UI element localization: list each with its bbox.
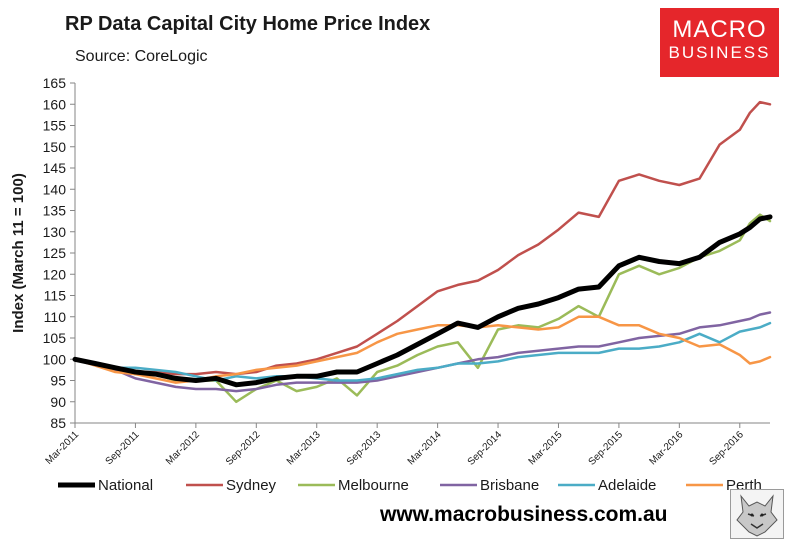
x-tick-label: Mar-2013 <box>285 429 323 467</box>
y-tick-label: 155 <box>43 118 67 134</box>
y-tick-label: 135 <box>43 203 67 219</box>
legend-label: Adelaide <box>598 477 656 494</box>
y-tick-label: 110 <box>44 309 67 325</box>
x-tick-label: Mar-2015 <box>527 429 565 467</box>
website-url[interactable]: www.macrobusiness.com.au <box>380 503 668 526</box>
x-tick-label: Sep-2011 <box>104 429 142 467</box>
series-line-adelaide <box>73 321 772 382</box>
chart-title: RP Data Capital City Home Price Index <box>65 13 431 35</box>
x-tick-label: Sep-2015 <box>587 429 626 468</box>
legend-item-sydney: Sydney <box>186 477 277 494</box>
x-tick-label: Sep-2014 <box>466 429 505 468</box>
y-tick-label: 160 <box>43 96 67 112</box>
series-line-national <box>72 214 773 388</box>
macrobusiness-logo: MACRO BUSINESS <box>660 8 779 77</box>
y-tick-label: 145 <box>43 160 67 176</box>
y-tick-label: 105 <box>43 330 67 346</box>
x-tick-label: Mar-2016 <box>647 429 685 467</box>
legend-label: Sydney <box>226 477 277 494</box>
series-line-sydney <box>73 100 772 376</box>
y-tick-label: 115 <box>44 288 67 304</box>
chart-subtitle: Source: CoreLogic <box>75 48 208 65</box>
y-tick-label: 90 <box>50 394 66 410</box>
x-tick-label: Sep-2013 <box>345 429 384 468</box>
legend-label: Brisbane <box>480 477 539 494</box>
logo-line-2: BUSINESS <box>668 43 771 62</box>
y-axis-title: Index (March 11 = 100) <box>10 173 27 333</box>
y-tick-label: 85 <box>50 415 66 431</box>
legend-item-adelaide: Adelaide <box>558 477 656 494</box>
x-tick-label: Sep-2016 <box>707 429 746 468</box>
y-tick-label: 120 <box>43 266 67 282</box>
y-tick-label: 125 <box>43 245 67 261</box>
legend-item-national: National <box>58 477 153 494</box>
logo-line-1: MACRO <box>672 16 767 43</box>
legend-item-melbourne: Melbourne <box>298 477 409 494</box>
y-tick-label: 140 <box>43 181 67 197</box>
y-tick-label: 150 <box>43 139 67 155</box>
x-tick-label: Sep-2012 <box>224 429 263 468</box>
legend-label: National <box>98 477 153 494</box>
y-tick-label: 165 <box>43 75 67 91</box>
x-tick-label: Mar-2014 <box>406 429 444 467</box>
x-tick-label: Mar-2012 <box>164 429 202 467</box>
y-tick-label: 95 <box>50 373 66 389</box>
wolf-logo <box>730 489 784 539</box>
x-tick-label: Mar-2011 <box>44 429 82 467</box>
y-tick-label: 130 <box>43 224 67 240</box>
legend-item-brisbane: Brisbane <box>440 477 539 494</box>
legend-label: Melbourne <box>338 477 409 494</box>
y-tick-label: 100 <box>43 351 67 367</box>
